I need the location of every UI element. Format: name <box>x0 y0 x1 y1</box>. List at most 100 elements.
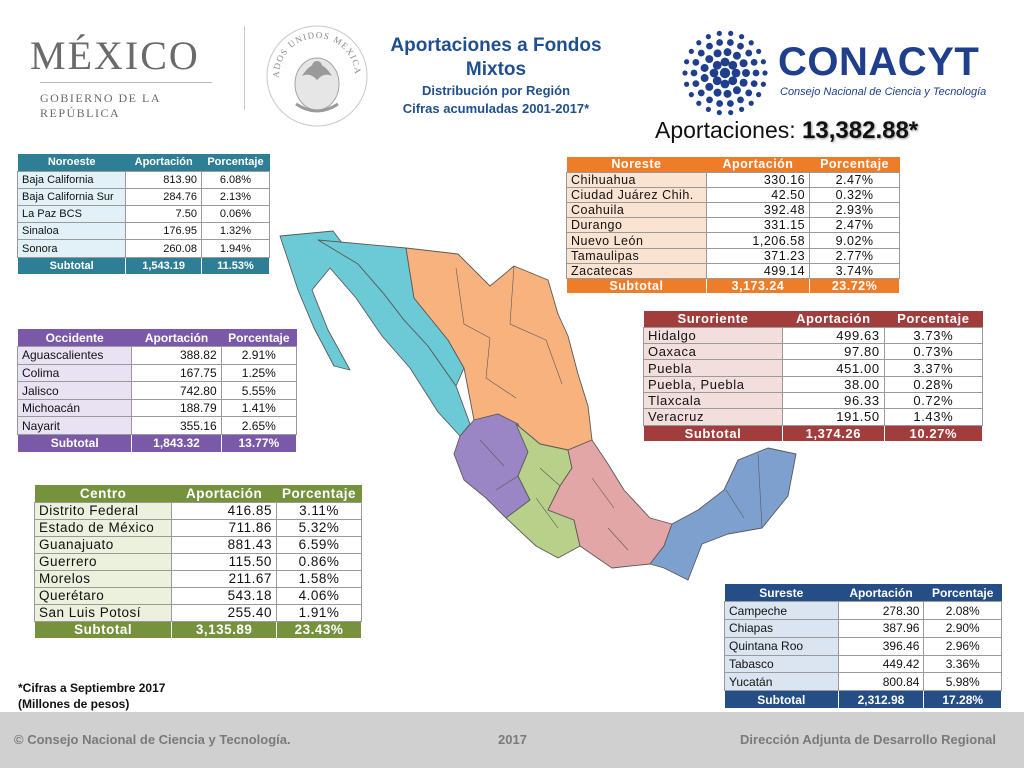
table-row: Chiapas 387.96 2.90% <box>724 619 1002 638</box>
percent-value: 3.74% <box>809 262 900 280</box>
conacyt-dot <box>705 34 711 40</box>
aportacion-value: 176.95 <box>125 222 202 241</box>
conacyt-dot <box>728 30 734 37</box>
subtotal-label: Subtotal <box>643 424 783 442</box>
state-name: Baja California Sur <box>16 187 127 207</box>
col-header-porcentaje: Porcentaje <box>923 584 1002 602</box>
table-row: Coahuila 392.48 2.93% <box>566 202 900 219</box>
subtotal-row: Subtotal 1,543.19 11.53% <box>16 256 271 275</box>
state-name: Sinaloa <box>16 222 127 241</box>
table-row: Veracruz 191.50 1.43% <box>643 408 984 426</box>
state-name: Chiapas <box>724 619 839 638</box>
state-name: Veracruz <box>643 408 783 426</box>
conacyt-dot <box>684 81 690 87</box>
percent-value: 0.06% <box>200 205 271 224</box>
percent-value: 2.47% <box>809 217 900 234</box>
col-header-region: Suroriente <box>643 311 783 328</box>
percent-value: 2.65% <box>220 416 298 436</box>
table-occidente: Occidente Aportación Porcentaje Aguascal… <box>16 329 298 453</box>
aportacion-value: 284.76 <box>125 187 202 207</box>
state-name: La Paz BCS <box>16 205 127 224</box>
map-region-sureste <box>649 447 797 581</box>
table-row: Nuevo León 1,206.58 9.02% <box>566 232 900 249</box>
table-noreste: Noreste Aportación Porcentaje Chihuahua 3… <box>566 157 900 295</box>
conacyt-dot <box>760 59 766 65</box>
aportacion-value: 543.18 <box>171 586 277 605</box>
subtotal-row: Subtotal 1,843.32 13.77% <box>16 434 298 453</box>
conacyt-dot <box>760 81 766 87</box>
mexico-government-logo: MÉXICO GOBIERNO DE LA REPÚBLICA <box>30 36 230 120</box>
percent-value: 2.13% <box>200 187 271 207</box>
aportacion-value: 387.96 <box>837 619 925 638</box>
percent-value: 1.58% <box>275 569 363 588</box>
percent-value: 3.11% <box>275 501 363 520</box>
national-seal-icon: ESTADOS UNIDOS MEXICANOS <box>262 18 368 127</box>
table-row: Aguascalientes 388.82 2.91% <box>16 346 298 365</box>
subtotal-percent: 13.77% <box>220 434 298 453</box>
page-title-line1: Aportaciones a Fondos <box>390 35 602 56</box>
percent-value: 9.02% <box>809 232 900 249</box>
aportacion-value: 396.46 <box>837 636 925 656</box>
aportacion-value: 38.00 <box>781 375 885 393</box>
state-name: Hidalgo <box>643 326 783 345</box>
state-name: Durango <box>566 217 707 234</box>
conacyt-dot <box>688 48 694 54</box>
table-row: Puebla, Puebla 38.00 0.28% <box>643 375 984 393</box>
percent-value: 0.73% <box>883 343 984 361</box>
percent-value: 1.41% <box>220 398 298 418</box>
conacyt-dot <box>726 100 734 107</box>
subtotal-aportacion: 3,173.24 <box>705 277 811 295</box>
conacyt-dot <box>682 70 688 76</box>
state-name: Ciudad Juárez Chih. <box>566 186 707 204</box>
conacyt-dot <box>705 55 714 64</box>
conacyt-dot <box>726 39 734 46</box>
table-row: Tamaulipas 371.23 2.77% <box>566 247 900 264</box>
subtotal-aportacion: 3,135.89 <box>171 620 277 639</box>
percent-value: 1.43% <box>883 408 984 426</box>
conacyt-dot <box>700 63 709 72</box>
state-name: Coahuila <box>566 202 707 219</box>
subtotal-percent: 23.43% <box>275 620 363 639</box>
table-suroriente: Suroriente Aportación Porcentaje Hidalgo… <box>643 311 984 442</box>
state-name: Tlaxcala <box>643 391 783 410</box>
subtotal-row: Subtotal 3,135.89 23.43% <box>33 620 363 639</box>
conacyt-dot <box>728 60 738 70</box>
aportacion-value: 371.23 <box>705 247 811 264</box>
state-name: Guerrero <box>33 552 173 571</box>
footnote-units: (Millones de pesos) <box>18 696 130 711</box>
table-row: Chihuahua 330.16 2.47% <box>566 171 900 188</box>
state-name: Campeche <box>724 601 839 621</box>
logo-divider <box>244 26 245 110</box>
percent-value: 4.06% <box>275 586 363 605</box>
percent-value: 2.77% <box>809 247 900 264</box>
percent-value: 2.47% <box>809 171 900 188</box>
col-header-aportacion: Aportación <box>125 154 202 172</box>
conacyt-dot <box>750 80 758 87</box>
subtotal-label: Subtotal <box>33 620 173 639</box>
col-header-porcentaje: Porcentaje <box>884 311 983 328</box>
table-row: Querétaro 543.18 4.06% <box>33 586 363 605</box>
conacyt-dot <box>692 80 700 87</box>
conacyt-dot <box>723 48 732 57</box>
aportacion-value: 42.50 <box>705 186 811 204</box>
col-header-porcentaje: Porcentaje <box>276 485 362 502</box>
percent-value: 1.91% <box>275 603 363 622</box>
mexico-logo-subtitle: GOBIERNO DE LA REPÚBLICA <box>40 91 161 120</box>
aportacion-value: 742.80 <box>131 381 222 400</box>
total-value: 13,382.88* <box>802 117 919 144</box>
percent-value: 2.93% <box>809 202 900 219</box>
table-sureste: Sureste Aportación Porcentaje Campeche 27… <box>724 584 1002 710</box>
conacyt-dot <box>756 48 762 54</box>
table-row: Yucatán 800.84 5.98% <box>724 672 1002 692</box>
subtotal-percent: 23.72% <box>809 277 900 295</box>
page-subtitle-line2: Cifras acumuladas 2001-2017* <box>402 100 590 116</box>
footnote: *Cifras a Septiembre 2017 (Millones de p… <box>18 681 165 712</box>
aportacion-value: 331.15 <box>705 217 811 234</box>
table-row: Tabasco 449.42 3.36% <box>724 654 1002 674</box>
table-row: Sinaloa 176.95 1.32% <box>16 222 271 241</box>
subtotal-row: Subtotal 3,173.24 23.72% <box>566 277 900 295</box>
table-noroeste: Noroeste Aportación Porcentaje Baja Cali… <box>16 154 271 275</box>
total-contributions: Aportaciones: 13,382.88* <box>655 117 918 145</box>
aportacion-value: 211.67 <box>171 569 277 588</box>
page-subtitle-line1: Distribución por Región <box>421 82 571 98</box>
